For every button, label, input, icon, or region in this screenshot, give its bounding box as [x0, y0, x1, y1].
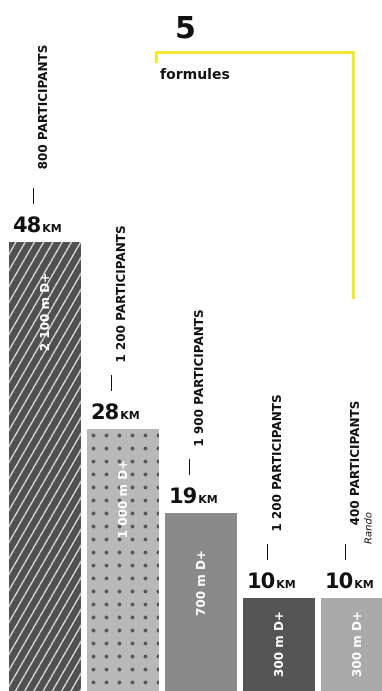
distance-value: 48 [13, 213, 41, 238]
distance-unit: KM [276, 577, 296, 591]
distance-value: 19 [169, 484, 197, 509]
distance-unit: KM [198, 493, 218, 507]
formules-count: 5 [175, 11, 196, 46]
distance-unit: KM [42, 222, 62, 236]
formules-label: formules [160, 67, 230, 83]
bar-note-label: Rando [363, 511, 375, 544]
participants-label: 800 PARTICIPANTS [36, 44, 50, 170]
participants-tick [111, 375, 112, 392]
distance-value: 28 [91, 400, 119, 425]
distance-unit: KM [354, 577, 374, 591]
participants-tick [33, 188, 34, 205]
bar-2 [87, 429, 159, 691]
bar-distance-label: 10 KM [325, 568, 374, 593]
bar-4 [243, 597, 315, 691]
bar-elevation-label: 2 100 m D+ [38, 272, 52, 352]
participants-tick [189, 459, 190, 476]
bar-elevation-label: 1 000 m D+ [116, 459, 130, 539]
accent-line-tick [155, 51, 158, 63]
bar-distance-label: 48 KM [13, 215, 62, 236]
distance-value: 10 [247, 568, 275, 593]
participants-label: 400 PARTICIPANTS [348, 400, 362, 525]
bar-elevation-label: 300 m D+ [350, 611, 364, 678]
bar-5 [321, 597, 382, 691]
participants-label: 1 200 PARTICIPANTS [270, 393, 284, 532]
accent-line-side [352, 51, 355, 299]
participants-tick [267, 543, 268, 560]
bar-elevation-label: 700 m D+ [194, 550, 208, 617]
accent-line-top [155, 51, 355, 54]
bar-elevation-label: 300 m D+ [272, 611, 286, 678]
participants-tick [345, 543, 346, 560]
participants-label: 1 900 PARTICIPANTS [192, 309, 206, 447]
bar-1 [9, 242, 81, 691]
bar-distance-label: 19 KM [169, 486, 218, 507]
bar-distance-label: 28 KM [91, 402, 140, 423]
bar-distance-label: 10 KM [247, 568, 296, 593]
distance-value: 10 [325, 568, 353, 593]
participants-label: 1 200 PARTICIPANTS [114, 225, 128, 363]
bar-3 [165, 513, 237, 691]
distance-unit: KM [120, 409, 140, 423]
